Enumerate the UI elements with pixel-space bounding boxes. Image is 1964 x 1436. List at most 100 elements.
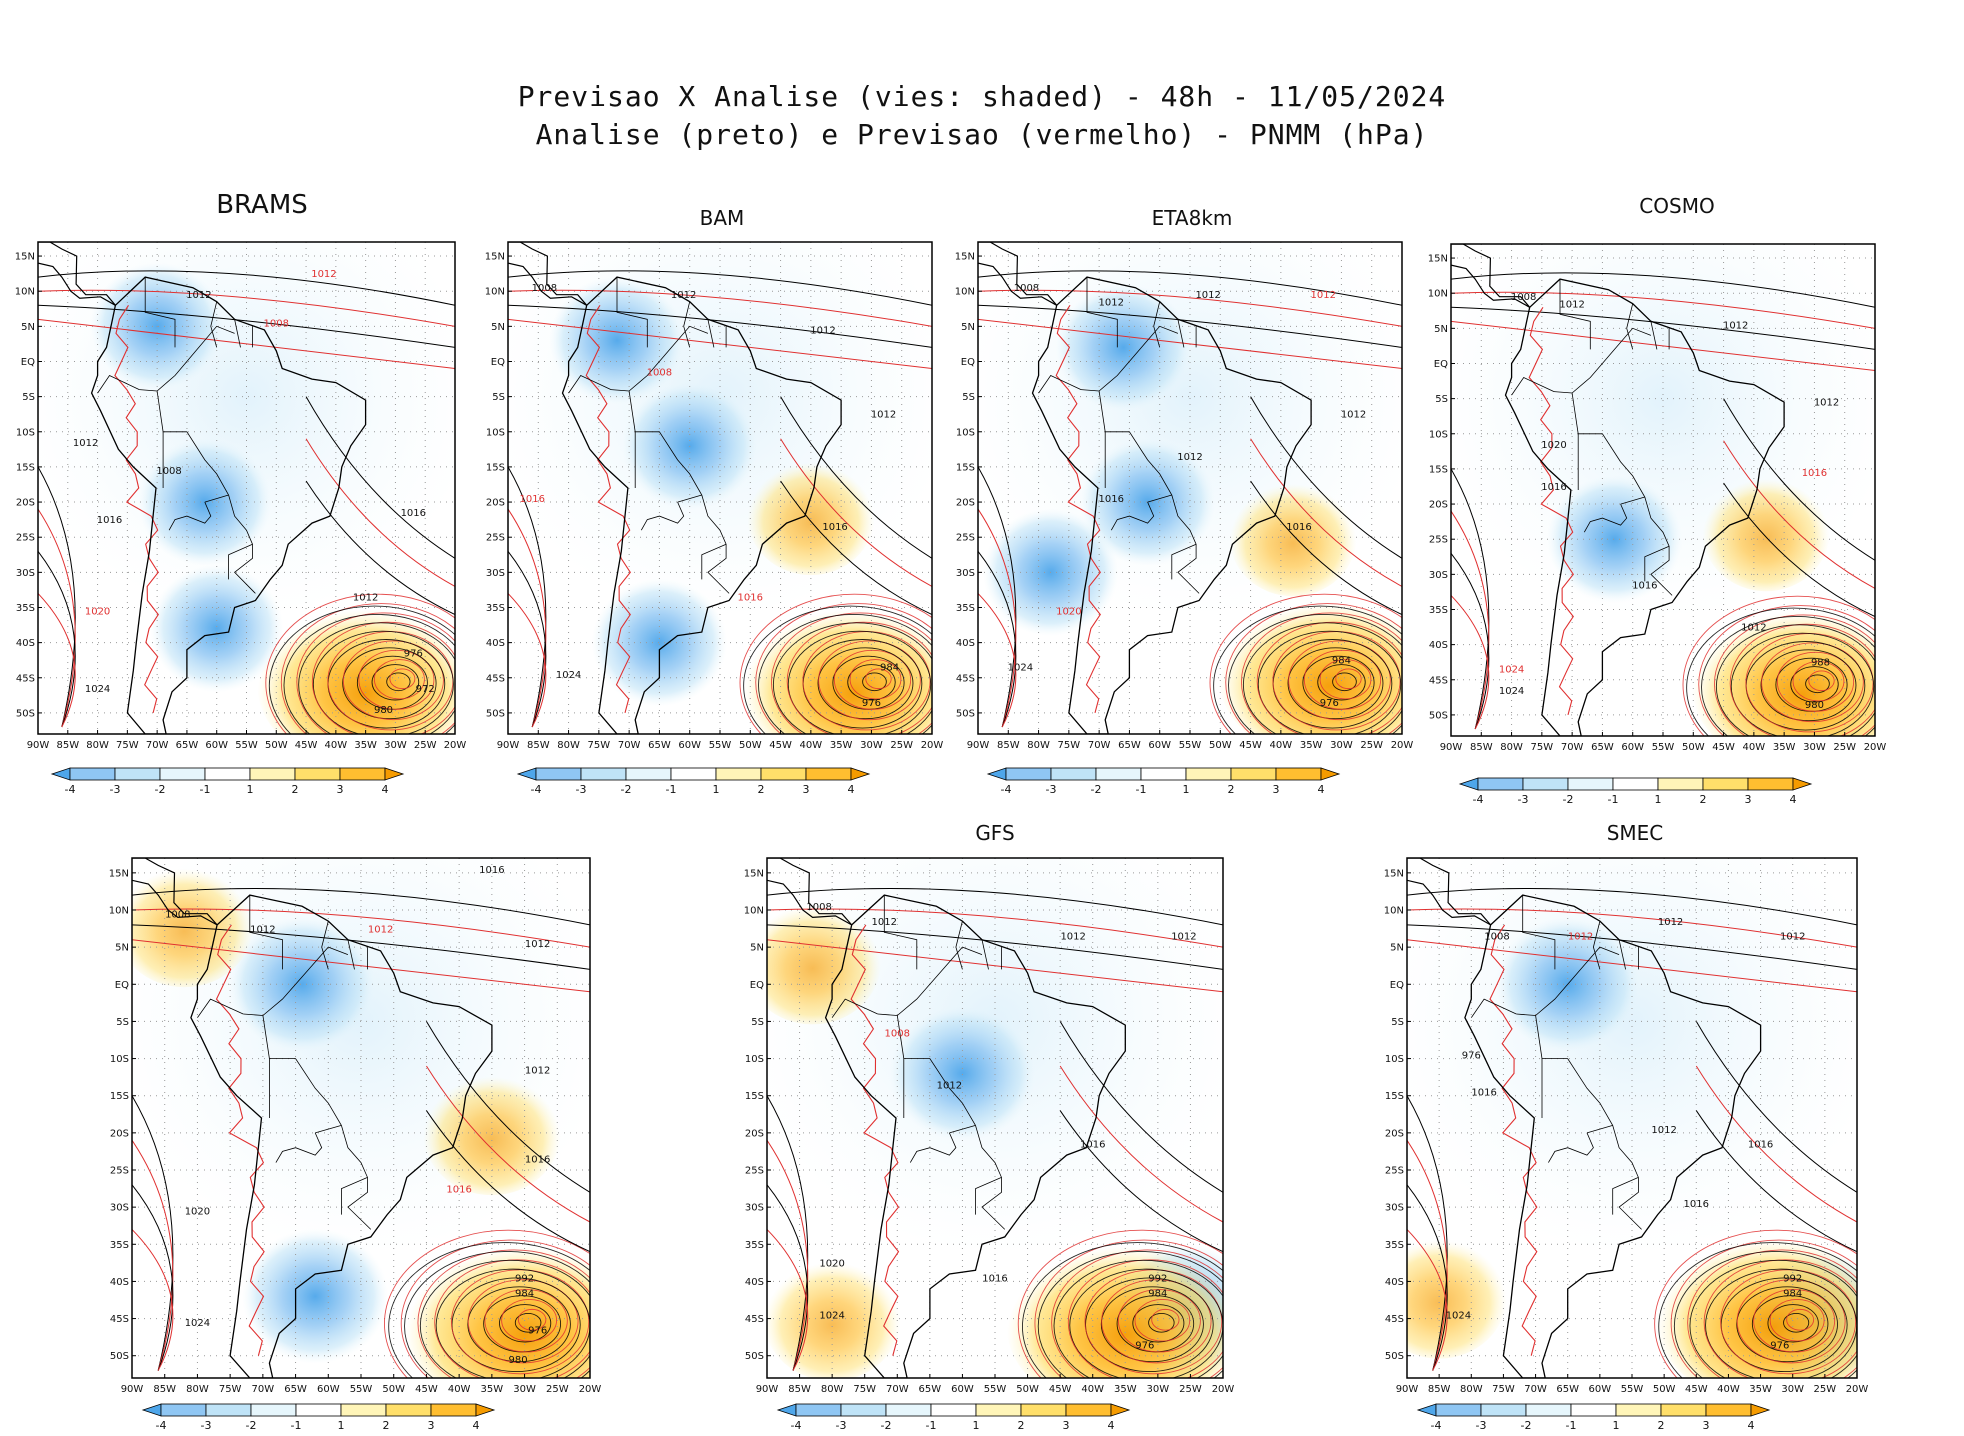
lat-tick-label: 50S <box>1429 710 1448 721</box>
colorbar-swatch <box>114 767 161 781</box>
andes-contours <box>1489 924 1538 1356</box>
contour-label: 980 <box>1805 700 1824 711</box>
contour-label: 976 <box>1135 1340 1154 1351</box>
country-border <box>896 1015 1006 1230</box>
colorbar-swatch <box>1570 1403 1617 1417</box>
contour-label: 1012 <box>1568 932 1593 943</box>
colorbar-label: 4 <box>1108 1419 1115 1432</box>
lon-tick-label: 90W <box>27 740 50 751</box>
lat-tick-label: 10N <box>1428 289 1448 300</box>
lat-tick-label: 15S <box>486 462 505 473</box>
contour-label: 1012 <box>1195 290 1220 301</box>
south-america-coastline <box>1031 276 1312 734</box>
lat-tick-label: 15S <box>1429 464 1448 475</box>
colorbar: -4 -3 -2 -1 1 2 3 4 <box>141 1403 496 1432</box>
colorbar: -4 -3 -2 -1 1 2 3 4 <box>776 1403 1131 1432</box>
lon-tick-label: 30W <box>1330 740 1353 751</box>
colorbar-label: 2 <box>383 1419 390 1432</box>
colorbar-label: 4 <box>848 783 855 796</box>
contour-label: 992 <box>1783 1273 1802 1284</box>
contour-label: 992 <box>1148 1273 1167 1284</box>
lon-tick-label: 80W <box>86 740 109 751</box>
colorbar-label: 3 <box>803 783 810 796</box>
colorbar-swatch <box>1522 777 1569 791</box>
caribbean-coastline <box>38 242 116 306</box>
country-border <box>1586 1125 1613 1134</box>
contour-label: 1012 <box>871 410 896 421</box>
contour-label: 1012 <box>73 438 98 449</box>
lon-tick-label: 65W <box>1556 1384 1579 1395</box>
colorbar-label: -3 <box>1046 783 1057 796</box>
colorbar-low-arrow <box>986 767 1007 781</box>
lat-tick-label: 15N <box>485 252 505 263</box>
contour-label: 1012 <box>1559 299 1584 310</box>
contour-label: 980 <box>374 705 393 716</box>
lat-tick-label: 25S <box>745 1166 764 1177</box>
lat-tick-label: 35S <box>956 603 975 614</box>
contour-label: 1012 <box>1099 297 1124 308</box>
contour-label: 1008 <box>264 318 289 329</box>
country-border <box>210 301 218 348</box>
colorbar-label: -2 <box>1563 793 1574 806</box>
lon-tick-label: 50W <box>382 1384 405 1395</box>
contour-label: 1016 <box>1632 580 1657 591</box>
colorbar-swatch <box>385 1403 432 1417</box>
country-border <box>677 494 702 503</box>
country-border <box>975 1177 1002 1215</box>
lon-tick-label: 85W <box>788 1384 811 1395</box>
lat-tick-label: 25S <box>1385 1166 1404 1177</box>
lat-tick-label: 40S <box>956 638 975 649</box>
central-america-coastline <box>132 879 218 926</box>
colorbar-swatch <box>204 767 251 781</box>
cyclone-isobars <box>739 593 932 734</box>
isobars <box>1451 272 1875 730</box>
positive-bias-area <box>257 601 455 734</box>
positive-bias-area <box>767 899 881 1025</box>
contour-label: 1016 <box>97 515 122 526</box>
contour-label: 1020 <box>185 1207 210 1218</box>
contour-label: 988 <box>1811 658 1830 669</box>
lon-tick-label: 85W <box>527 740 550 751</box>
lon-tick-label: 55W <box>235 740 258 751</box>
title-line-1: Previsao X Analise (vies: shaded) - 48h … <box>517 80 1447 113</box>
lat-tick-label: 5S <box>962 392 975 403</box>
contour-label: 1016 <box>401 508 426 519</box>
lat-tick-label: 40S <box>110 1277 129 1288</box>
contour-label: 1012 <box>1814 398 1839 409</box>
lon-tick-label: 50W <box>739 740 762 751</box>
lat-lon-grid <box>1451 244 1875 736</box>
country-border <box>1171 543 1197 580</box>
colorbar-label: 4 <box>382 783 389 796</box>
andes-contours <box>850 924 900 1356</box>
colorbar-swatch <box>1525 1403 1572 1417</box>
panel-title: BAM <box>700 206 745 230</box>
lon-tick-label: 45W <box>769 740 792 751</box>
colorbar-high-arrow <box>384 767 405 781</box>
contour-label: 1024 <box>556 670 581 681</box>
lat-tick-label: 20S <box>110 1128 129 1139</box>
lon-tick-label: 50W <box>265 740 288 751</box>
contour-label: 1016 <box>1541 482 1566 493</box>
country-border <box>243 946 349 1016</box>
country-border <box>955 921 963 970</box>
lat-tick-label: 15N <box>1384 868 1404 879</box>
lat-tick-label: 15N <box>955 252 975 263</box>
contour-label: 1008 <box>156 466 181 477</box>
contour-label: 1012 <box>1341 410 1366 421</box>
lat-tick-label: 5N <box>961 322 975 333</box>
lon-tick-label: 25W <box>1360 740 1383 751</box>
lat-tick-label: 15N <box>15 252 35 263</box>
positive-bias-area <box>747 457 875 576</box>
lat-tick-label: 10N <box>744 906 764 917</box>
country-border <box>1535 1015 1642 1230</box>
lon-tick-label: 55W <box>1652 742 1675 753</box>
lon-tick-label: 40W <box>448 1384 471 1395</box>
lat-tick-label: 35S <box>1385 1240 1404 1251</box>
lon-tick-label: 35W <box>1773 742 1796 753</box>
panel-title: ETA8km <box>1152 206 1233 230</box>
lon-tick-label: 60W <box>1621 742 1644 753</box>
cyclone-isobars <box>384 1229 590 1378</box>
country-border <box>168 501 212 531</box>
lon-tick-label: 25W <box>546 1384 569 1395</box>
lat-tick-label: EQ <box>491 357 505 368</box>
